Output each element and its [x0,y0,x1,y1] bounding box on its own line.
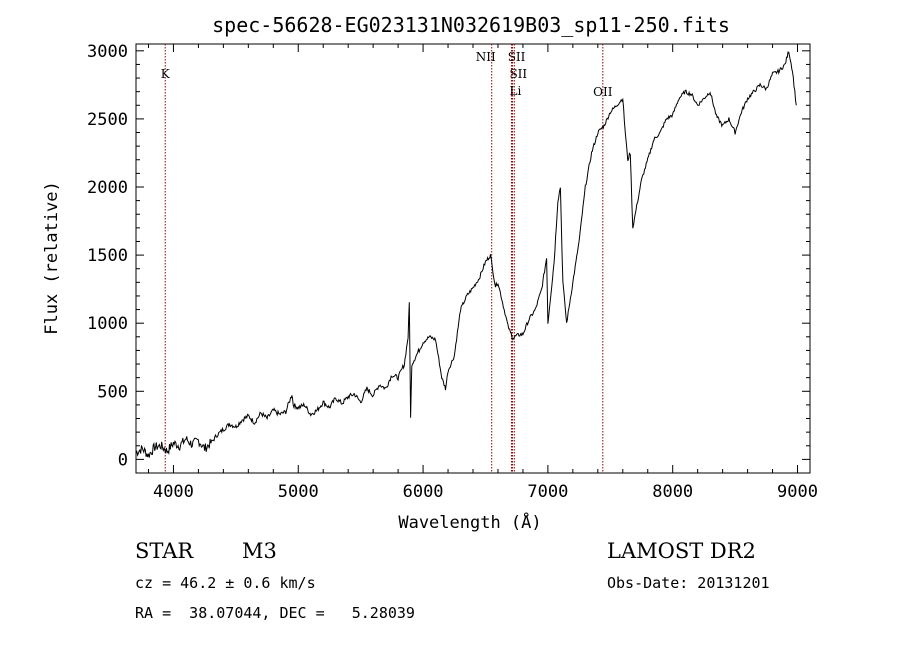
object-class: STAR [135,539,194,563]
line-label: SII [509,67,527,81]
x-axis-label: Wavelength (Å) [398,511,541,533]
redshift-text: cz = 46.2 ± 0.6 km/s [135,574,316,592]
x-tick-label: 8000 [652,482,693,502]
object-subclass: M3 [242,539,277,563]
spectrum-line [135,51,797,458]
coordinates-text: RA = 38.07044, DEC = 5.28039 [135,604,415,622]
y-axis-label: Flux (relative) [42,181,62,335]
x-tick-label: 4000 [153,482,194,502]
y-tick-label: 2000 [87,178,128,198]
emission-line-markers: K NII SII SII Li OII [161,44,613,473]
axis-ticks: 4000 5000 6000 7000 8000 9000 0 500 1000 1500 2000… [87,42,818,502]
line-label: K [161,67,171,81]
y-tick-label: 3000 [87,42,128,62]
chart-title: spec-56628-EG023131N032619B03_sp11-250.f… [212,13,730,37]
survey-name: LAMOST DR2 [607,539,756,563]
y-tick-label: 0 [118,450,128,470]
y-tick-label: 1500 [87,246,128,266]
y-tick-label: 500 [97,382,128,402]
y-tick-label: 2500 [87,110,128,130]
line-label: NII [476,50,496,64]
spectrum-series [135,51,797,458]
x-tick-label: 7000 [527,482,568,502]
plot-frame [135,43,811,474]
line-label: Li [510,84,522,98]
observation-date: Obs-Date: 20131201 [607,574,770,592]
x-tick-label: 9000 [777,482,818,502]
x-tick-label: 6000 [403,482,444,502]
line-label: SII [508,50,526,64]
line-label: OII [593,85,613,99]
y-tick-label: 1000 [87,314,128,334]
x-tick-label: 5000 [278,482,319,502]
